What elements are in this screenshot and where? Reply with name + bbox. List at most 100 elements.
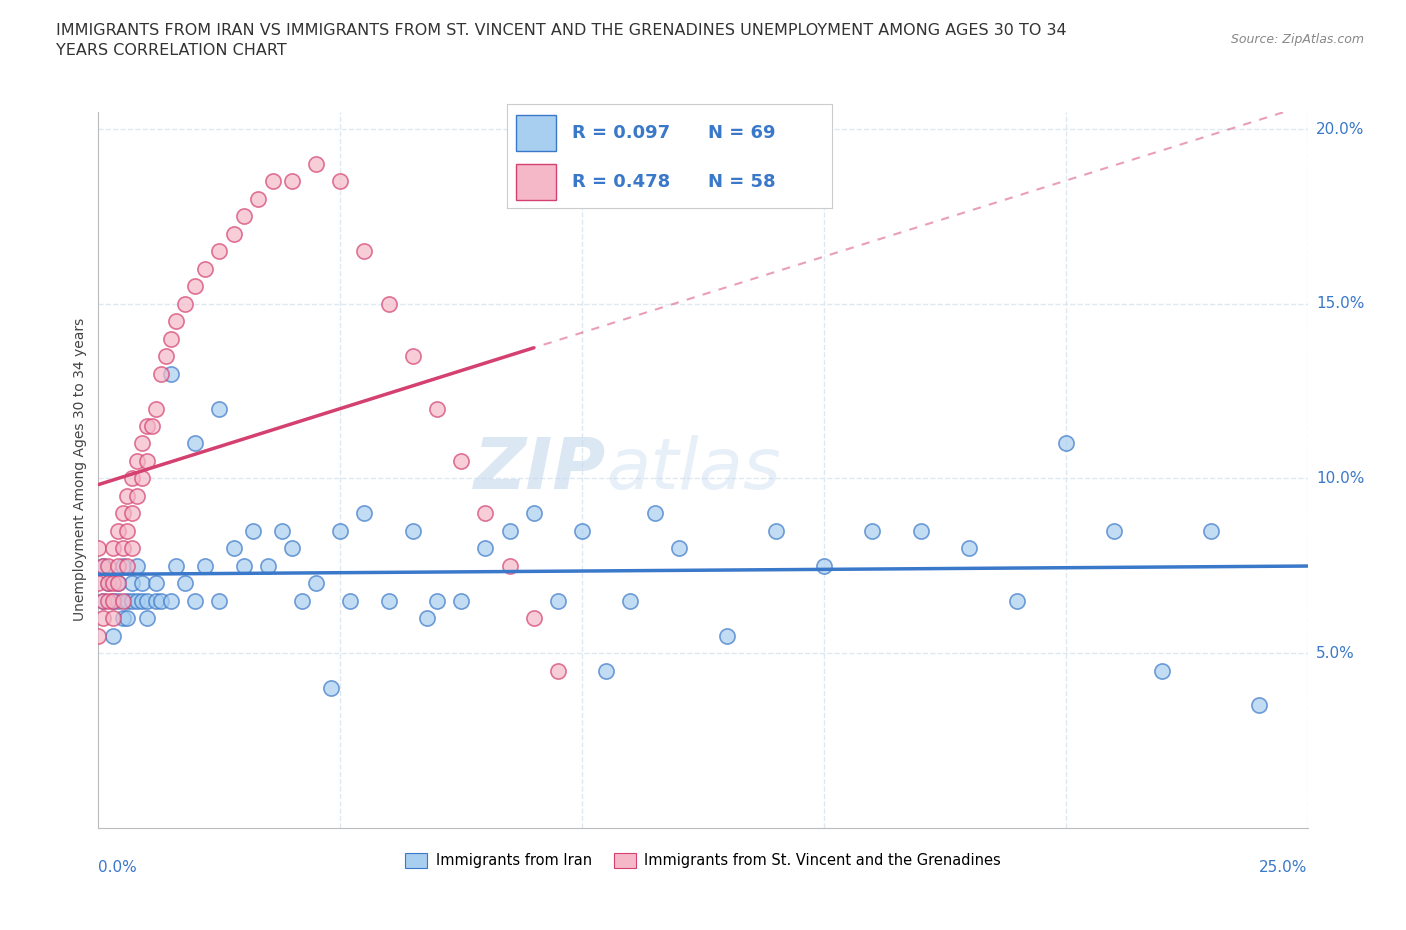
Point [305, 156, 328, 171]
Point [184, 436, 207, 451]
Point [329, 524, 352, 538]
Point [184, 593, 207, 608]
Point [305, 576, 328, 591]
Text: R = 0.478: R = 0.478 [572, 173, 671, 192]
Point [242, 524, 264, 538]
Point [319, 681, 342, 696]
Point [127, 558, 149, 573]
Point [97, 558, 120, 573]
Point [262, 174, 284, 189]
Point [131, 593, 153, 608]
Point [595, 663, 617, 678]
Text: 5.0%: 5.0% [1316, 645, 1354, 660]
Point [353, 506, 375, 521]
Text: 25.0%: 25.0% [1260, 860, 1308, 875]
Point [91, 593, 114, 608]
Point [145, 401, 167, 416]
Point [174, 576, 197, 591]
Point [208, 593, 231, 608]
Point [813, 558, 835, 573]
FancyBboxPatch shape [516, 114, 555, 151]
Point [145, 576, 167, 591]
Point [416, 611, 439, 626]
Point [107, 593, 129, 608]
Point [87, 628, 110, 643]
Point [377, 297, 399, 312]
Point [523, 506, 546, 521]
Point [150, 593, 173, 608]
Point [256, 558, 278, 573]
Point [474, 541, 496, 556]
Point [107, 576, 129, 591]
Point [111, 541, 134, 556]
Point [232, 558, 254, 573]
Point [117, 593, 139, 608]
Text: atlas: atlas [606, 435, 780, 504]
Point [107, 576, 129, 591]
Point [160, 593, 183, 608]
Point [135, 454, 157, 469]
Point [91, 558, 114, 573]
Point [131, 471, 153, 485]
Point [117, 611, 139, 626]
Point [127, 488, 149, 503]
Point [127, 593, 149, 608]
Point [208, 244, 231, 259]
FancyBboxPatch shape [516, 164, 555, 200]
Point [271, 524, 294, 538]
Point [1054, 436, 1077, 451]
Point [155, 349, 177, 364]
Text: R = 0.097: R = 0.097 [572, 125, 669, 142]
Point [165, 313, 187, 328]
Point [247, 192, 270, 206]
Point [426, 401, 449, 416]
Point [127, 454, 149, 469]
Point [1102, 524, 1125, 538]
Point [957, 541, 980, 556]
Point [101, 628, 124, 643]
Point [91, 593, 114, 608]
Point [117, 524, 139, 538]
Point [101, 541, 124, 556]
Point [377, 593, 399, 608]
Point [765, 524, 787, 538]
Point [450, 454, 472, 469]
Point [222, 226, 245, 241]
Point [165, 558, 187, 573]
Point [353, 244, 375, 259]
Point [87, 576, 110, 591]
Point [644, 506, 666, 521]
Point [619, 593, 641, 608]
Point [1152, 663, 1174, 678]
Point [339, 593, 361, 608]
Text: N = 69: N = 69 [709, 125, 776, 142]
Text: 15.0%: 15.0% [1316, 297, 1364, 312]
Point [1199, 524, 1222, 538]
Point [474, 506, 496, 521]
Text: ZIP: ZIP [474, 435, 606, 504]
Point [184, 279, 207, 294]
Point [194, 558, 217, 573]
Point [97, 593, 120, 608]
Point [131, 576, 153, 591]
Text: IMMIGRANTS FROM IRAN VS IMMIGRANTS FROM ST. VINCENT AND THE GRENADINES UNEMPLOYM: IMMIGRANTS FROM IRAN VS IMMIGRANTS FROM … [56, 23, 1067, 58]
Point [281, 541, 304, 556]
Point [117, 558, 139, 573]
Point [910, 524, 932, 538]
Point [135, 611, 157, 626]
Point [860, 524, 883, 538]
Point [107, 524, 129, 538]
Text: 0.0%: 0.0% [98, 860, 138, 875]
Point [1249, 698, 1271, 713]
Point [402, 524, 425, 538]
Point [111, 506, 134, 521]
Point [145, 593, 167, 608]
Point [91, 558, 114, 573]
Point [97, 576, 120, 591]
Point [121, 593, 143, 608]
Point [498, 524, 520, 538]
Point [87, 541, 110, 556]
Text: 10.0%: 10.0% [1316, 471, 1364, 485]
Point [498, 558, 520, 573]
Point [91, 611, 114, 626]
